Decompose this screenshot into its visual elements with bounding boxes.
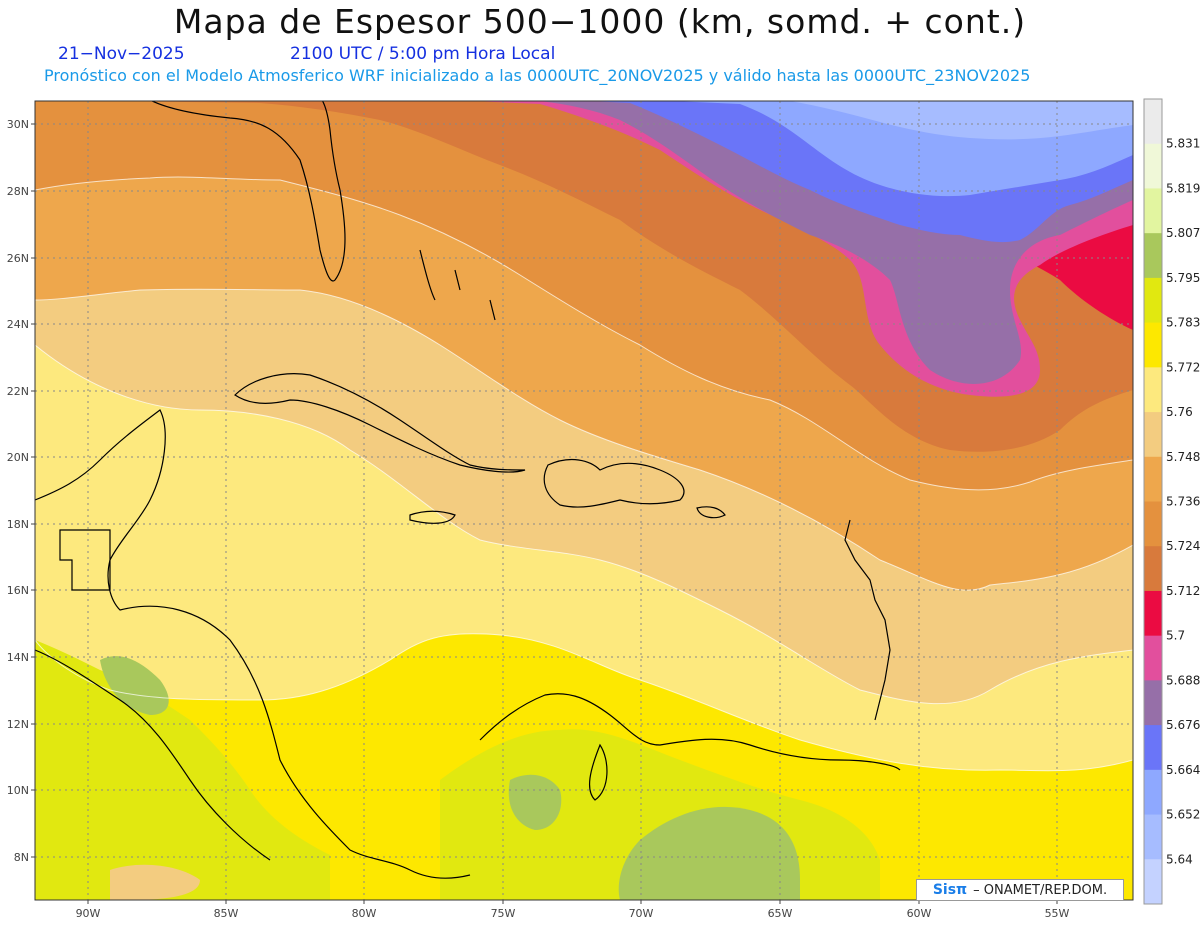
colorbar-label: 5.807 <box>1166 226 1200 240</box>
lat-label: 30N <box>7 118 29 131</box>
colorbar-label: 5.819 <box>1166 181 1200 195</box>
lon-label: 55W <box>1045 907 1070 920</box>
lat-label: 12N <box>7 718 29 731</box>
latitude-labels: 30N 28N 26N 24N 22N 20N 18N 16N 14N 12N 10N 8N <box>7 118 35 864</box>
colorbar-swatch <box>1144 456 1162 502</box>
colorbar-label: 5.652 <box>1166 808 1200 822</box>
colorbar-label: 5.724 <box>1166 539 1200 553</box>
lat-label: 26N <box>7 252 29 265</box>
colorbar-swatch <box>1144 769 1162 816</box>
credit-box: Sisπ – ONAMET/REP.DOM. <box>916 879 1124 901</box>
colorbar-swatch <box>1144 143 1162 189</box>
colorbar-label: 5.688 <box>1166 673 1200 687</box>
model-info: Pronóstico con el Modelo Atmosferico WRF… <box>44 66 1031 85</box>
graticule <box>35 101 1133 900</box>
colorbar-frame <box>1143 98 1163 905</box>
colorbar-label: 5.664 <box>1166 763 1200 777</box>
longitude-labels: 90W 85W 80W 75W 70W 65W 60W 55W <box>76 900 1070 920</box>
colorbar-swatch <box>1144 546 1162 592</box>
colorbar-swatch <box>1144 277 1162 324</box>
lat-label: 8N <box>14 851 29 864</box>
valid-date: 21−Nov−2025 <box>58 44 185 64</box>
credit-text: – ONAMET/REP.DOM. <box>973 882 1108 898</box>
thickness-field <box>35 101 1133 900</box>
lon-label: 90W <box>76 907 101 920</box>
colorbar-label: 5.831 <box>1166 137 1200 151</box>
valid-time: 2100 UTC / 5:00 pm Hora Local <box>290 44 556 64</box>
colorbar-label: 5.76 <box>1166 405 1193 419</box>
colorbar-label: 5.736 <box>1166 495 1200 509</box>
lat-label: 20N <box>7 451 29 464</box>
colorbar-swatch <box>1144 680 1162 726</box>
lon-label: 60W <box>907 907 932 920</box>
colorbar-swatch <box>1144 188 1162 234</box>
lat-label: 10N <box>7 784 29 797</box>
colorbar-swatch <box>1144 99 1162 145</box>
colorbar-label: 5.676 <box>1166 718 1200 732</box>
colorbar-swatch <box>1144 322 1162 368</box>
colorbar: 5.64 5.652 5.664 5.676 5.688 5.7 5.712 5.724 5.7… <box>1143 98 1200 905</box>
lon-label: 65W <box>768 907 793 920</box>
colorbar-label: 5.7 <box>1166 629 1185 643</box>
colorbar-swatch <box>1144 590 1162 637</box>
colorbar-swatch <box>1144 859 1162 905</box>
colorbar-swatch <box>1144 367 1162 413</box>
colorbar-swatch <box>1144 501 1162 547</box>
lon-label: 75W <box>491 907 516 920</box>
lon-label: 70W <box>629 907 654 920</box>
map-title: Mapa de Espesor 500−1000 (km, somd. + co… <box>173 2 1027 41</box>
map-frame <box>34 100 1134 901</box>
colorbar-label: 5.712 <box>1166 584 1200 598</box>
lat-label: 24N <box>7 318 29 331</box>
colorbar-swatch <box>1144 635 1162 681</box>
colorbar-label: 5.772 <box>1166 360 1200 374</box>
colorbar-label: 5.795 <box>1166 271 1200 285</box>
colorbar-swatch <box>1144 233 1162 279</box>
lon-label: 80W <box>352 907 377 920</box>
colorbar-swatch <box>1144 725 1162 771</box>
lat-label: 28N <box>7 185 29 198</box>
colorbar-swatch <box>1144 412 1162 458</box>
sispi-logo: Sisπ <box>932 882 968 898</box>
colorbar-label: 5.783 <box>1166 316 1200 330</box>
lat-label: 16N <box>7 584 29 597</box>
lat-label: 22N <box>7 385 29 398</box>
colorbar-swatch <box>1144 814 1162 860</box>
lat-label: 18N <box>7 518 29 531</box>
lat-label: 14N <box>7 651 29 664</box>
lon-label: 85W <box>214 907 239 920</box>
coastlines <box>35 101 901 879</box>
colorbar-label: 5.64 <box>1166 852 1193 866</box>
colorbar-label: 5.748 <box>1166 450 1200 464</box>
